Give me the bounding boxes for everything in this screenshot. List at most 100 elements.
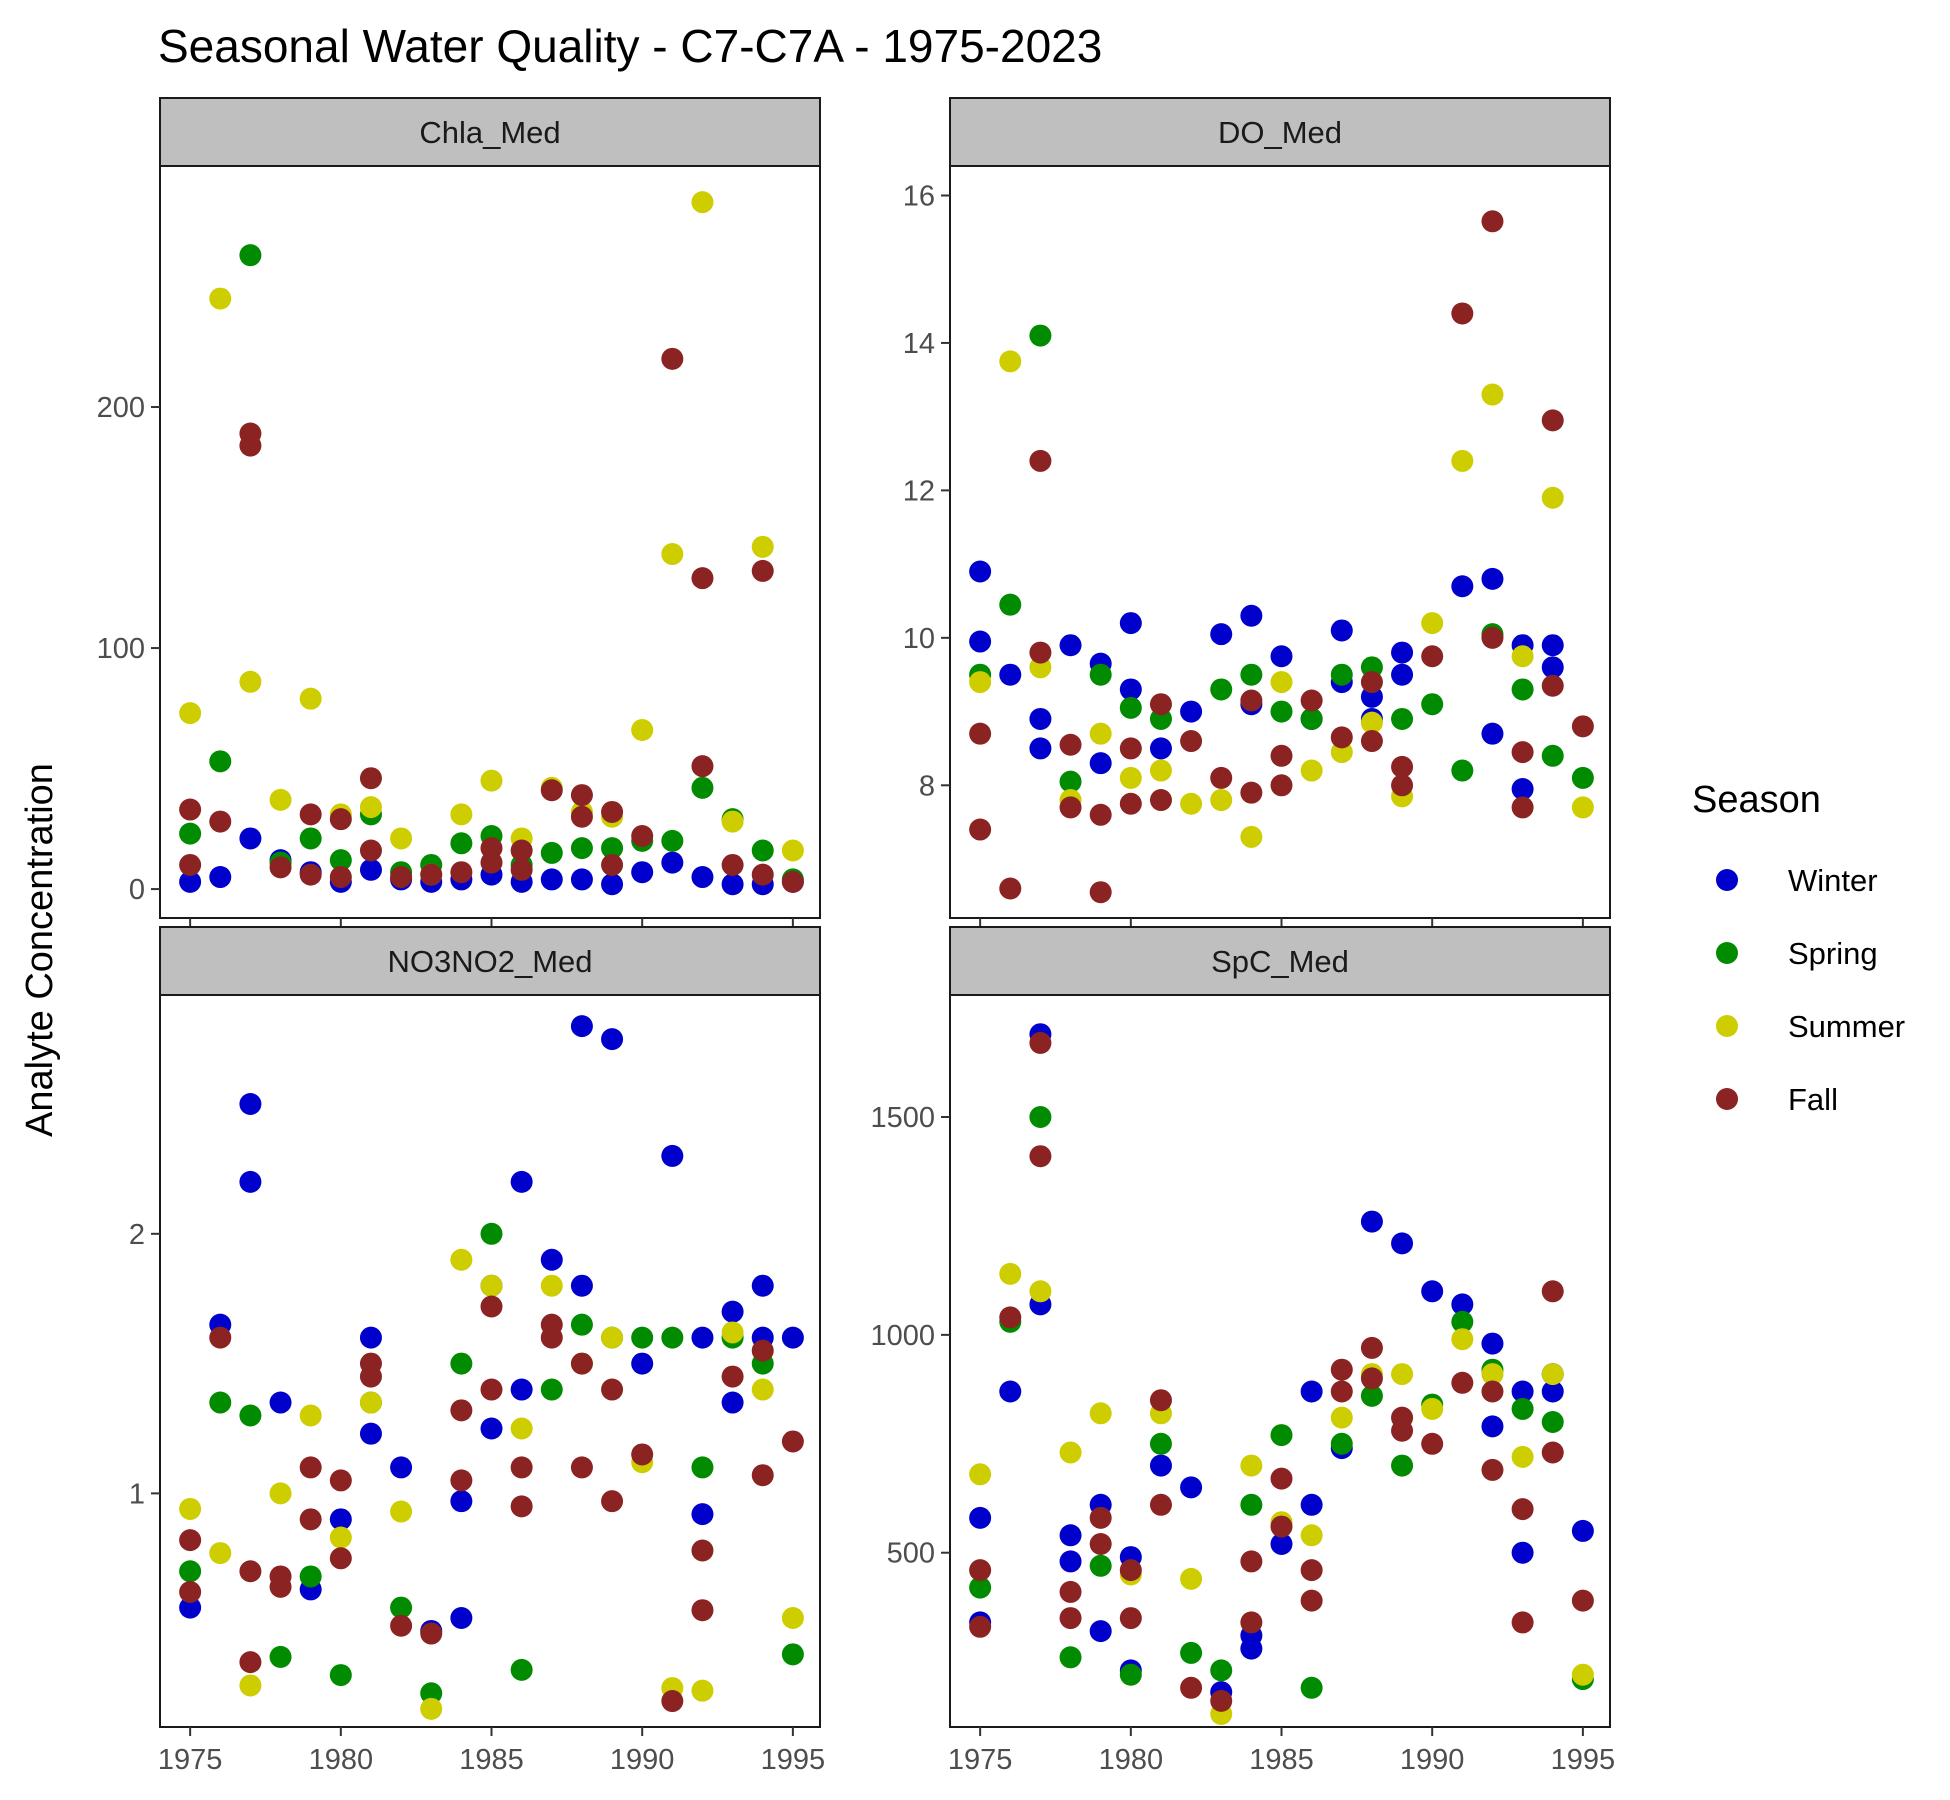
y-tick-label: 200	[97, 392, 145, 424]
data-point-summer	[1511, 1445, 1534, 1468]
legend-label-summer: Summer	[1788, 1009, 1905, 1044]
data-point-fall	[1149, 1389, 1172, 1412]
data-point-winter	[359, 858, 382, 881]
data-point-fall	[1270, 1467, 1293, 1490]
y-axis-title: Analyte Concentration	[19, 763, 61, 1137]
data-point-fall	[999, 877, 1022, 900]
data-point-winter	[1511, 1380, 1534, 1403]
data-point-winter	[540, 868, 563, 891]
data-point-spring	[1451, 759, 1474, 782]
data-point-fall	[1089, 1506, 1112, 1529]
data-point-winter	[1481, 567, 1504, 590]
data-point-winter	[1541, 634, 1564, 657]
data-point-spring	[631, 1326, 654, 1349]
legend-title: Season	[1692, 779, 1821, 821]
data-point-fall	[1119, 1607, 1142, 1630]
x-tick-label: 1975	[948, 1744, 1013, 1776]
data-point-summer	[751, 1378, 774, 1401]
data-point-spring	[1360, 1384, 1383, 1407]
series-fall	[969, 210, 1594, 904]
data-point-spring	[1541, 1411, 1564, 1433]
data-point-fall	[1059, 1607, 1082, 1630]
data-point-fall	[1270, 744, 1293, 767]
data-point-fall	[1180, 1676, 1203, 1699]
data-point-fall	[1300, 1559, 1323, 1582]
data-point-fall	[751, 1339, 774, 1362]
data-point-winter	[1541, 656, 1564, 679]
data-point-winter	[1391, 663, 1414, 686]
data-point-fall	[540, 1326, 563, 1349]
data-point-fall	[480, 1295, 503, 1318]
data-point-spring	[1089, 1554, 1112, 1577]
data-point-fall	[1180, 730, 1203, 753]
data-point-summer	[721, 1321, 744, 1344]
data-point-winter	[269, 1391, 292, 1414]
data-point-fall	[390, 1614, 413, 1637]
data-point-fall	[299, 803, 322, 826]
data-point-fall	[299, 863, 322, 886]
strip-background	[159, 97, 821, 167]
x-tick-label: 1990	[1400, 1744, 1465, 1776]
data-point-winter	[1451, 575, 1474, 598]
data-point-winter	[631, 861, 654, 884]
data-point-winter	[390, 1456, 413, 1479]
data-point-fall	[1481, 1458, 1504, 1481]
data-point-winter	[1360, 1210, 1383, 1233]
y-tick-label: 500	[887, 1538, 935, 1570]
data-point-winter	[631, 1352, 654, 1375]
data-point-fall	[661, 1690, 684, 1713]
data-point-fall	[721, 853, 744, 876]
data-point-fall	[1089, 803, 1112, 826]
data-point-summer	[179, 702, 202, 725]
data-point-spring	[329, 849, 352, 872]
data-point-spring	[1300, 707, 1323, 730]
data-point-fall	[1210, 1689, 1233, 1712]
panel-border	[159, 165, 821, 919]
data-point-summer	[390, 827, 413, 850]
data-point-spring	[1059, 1646, 1082, 1669]
data-point-summer	[269, 1482, 292, 1505]
data-point-spring	[969, 1576, 992, 1599]
data-point-winter	[1391, 1232, 1414, 1255]
data-point-fall	[1210, 766, 1233, 789]
data-point-summer	[209, 287, 232, 310]
strip-background	[159, 926, 821, 996]
data-point-fall	[1330, 726, 1353, 749]
data-point-fall	[1391, 755, 1414, 778]
series-spring	[969, 1106, 1594, 1699]
data-point-winter	[661, 851, 684, 874]
data-point-summer	[691, 1679, 714, 1702]
data-point-spring	[269, 1645, 292, 1668]
data-point-summer	[299, 687, 322, 710]
data-point-fall	[999, 1306, 1022, 1329]
data-point-fall	[601, 800, 624, 823]
data-point-fall	[691, 755, 714, 778]
data-point-spring	[1541, 744, 1564, 767]
data-point-winter	[1421, 1280, 1444, 1303]
data-point-fall	[570, 805, 593, 828]
data-point-winter	[480, 1417, 503, 1440]
data-point-fall	[1149, 1493, 1172, 1516]
data-point-spring	[751, 839, 774, 862]
data-point-fall	[450, 861, 473, 884]
data-point-spring	[540, 1378, 563, 1401]
data-point-winter	[1029, 737, 1052, 760]
data-point-winter	[510, 1378, 533, 1401]
x-tick-label: 1985	[459, 1744, 524, 1776]
data-point-spring	[1029, 1106, 1052, 1128]
data-point-summer	[781, 839, 804, 862]
data-point-fall	[1330, 1358, 1353, 1381]
y-tick-label: 16	[903, 180, 935, 212]
data-point-winter	[359, 1326, 382, 1349]
data-point-spring	[661, 1326, 684, 1349]
data-point-spring	[691, 776, 714, 799]
data-point-fall	[480, 1378, 503, 1401]
data-point-fall	[1300, 1589, 1323, 1612]
data-point-winter	[999, 1380, 1022, 1403]
strip-label: NO3NO2_Med	[387, 944, 592, 979]
data-point-summer	[969, 671, 992, 694]
data-point-spring	[540, 841, 563, 864]
data-point-spring	[1451, 1310, 1474, 1333]
data-point-fall	[691, 1539, 714, 1562]
data-point-fall	[1149, 789, 1172, 812]
